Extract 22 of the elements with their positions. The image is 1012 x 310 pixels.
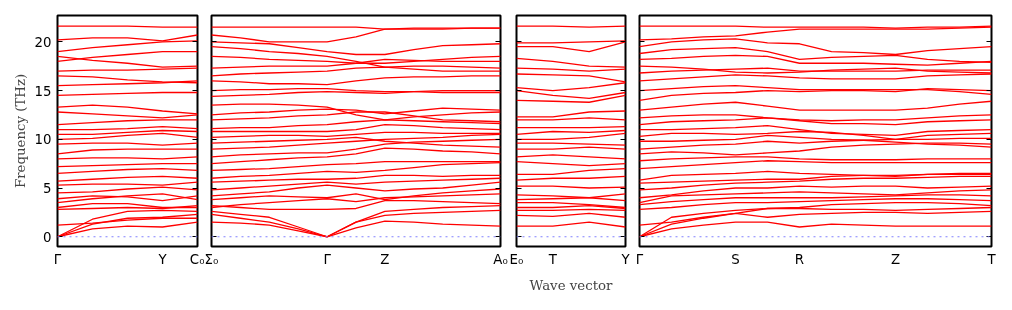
x-tick-label: T (986, 251, 997, 267)
x-tick-label: C₀ (189, 251, 205, 267)
y-tick-label: 0 (43, 229, 52, 245)
x-tick-label: Y (620, 251, 631, 267)
x-tick-label: Σ₀ (204, 251, 219, 267)
x-tick-label: Γ (53, 251, 62, 267)
x-tick-label: Γ (635, 251, 644, 267)
y-tick-label: 15 (34, 83, 52, 99)
y-tick-label: 20 (34, 34, 52, 50)
x-tick-label: A₀ (493, 251, 508, 267)
x-tick-label: E₀ (509, 251, 524, 267)
x-tick-label: S (731, 251, 740, 267)
y-axis-title: Frequency (THz) (12, 73, 28, 189)
y-tick-label: 10 (34, 132, 52, 148)
x-tick-label: Y (157, 251, 168, 267)
x-tick-label: Z (890, 251, 901, 267)
x-tick-label: R (794, 251, 805, 267)
x-tick-label: Γ (323, 251, 332, 267)
x-tick-label: Z (380, 251, 390, 267)
x-tick-label: T (547, 251, 558, 267)
x-axis-title: Wave vector (529, 277, 614, 293)
y-tick-label: 5 (43, 181, 52, 197)
